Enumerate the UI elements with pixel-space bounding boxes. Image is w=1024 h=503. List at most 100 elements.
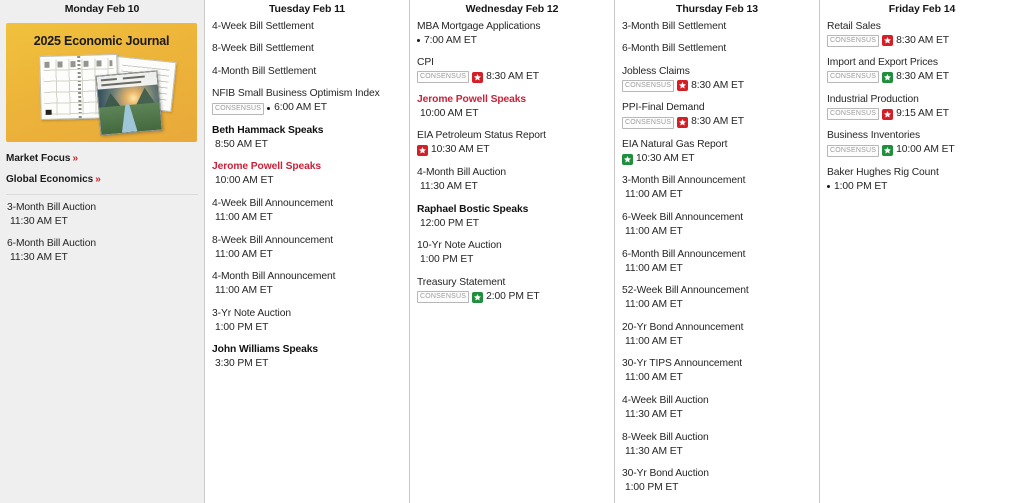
- calendar-event[interactable]: CPI CONSENSUS 8:30 AM ET: [416, 57, 609, 84]
- event-name[interactable]: EIA Petroleum Status Report: [417, 130, 546, 142]
- event-name[interactable]: 6-Month Bill Settlement: [622, 43, 727, 55]
- event-name[interactable]: 30-Yr TIPS Announcement: [622, 358, 743, 370]
- event-name[interactable]: 4-Week Bill Settlement: [212, 20, 314, 32]
- calendar-event[interactable]: Jerome Powell Speaks 10:00 AM ET: [416, 94, 609, 121]
- calendar-event[interactable]: MBA Mortgage Applications 7:00 AM ET: [416, 21, 609, 48]
- event-name[interactable]: PPI-Final Demand: [622, 102, 705, 114]
- star-badge-red-icon[interactable]: [677, 117, 689, 129]
- event-name[interactable]: EIA Natural Gas Report: [622, 138, 728, 150]
- star-badge-green-icon[interactable]: [622, 153, 633, 165]
- calendar-event[interactable]: Raphael Bostic Speaks 12:00 PM ET: [416, 204, 609, 231]
- calendar-event[interactable]: NFIB Small Business Optimism Index CONSEN…: [211, 88, 404, 115]
- event-name[interactable]: 30-Yr Bond Auction: [622, 468, 709, 480]
- calendar-event[interactable]: 4-Month Bill Auction 11:30 AM ET: [416, 167, 609, 194]
- calendar-event[interactable]: 8-Week Bill Settlement: [211, 43, 404, 56]
- calendar-event[interactable]: Jerome Powell Speaks 10:00 AM ET: [211, 161, 404, 188]
- event-name[interactable]: Business Inventories: [827, 130, 921, 142]
- event-name[interactable]: Beth Hammack Speaks: [212, 124, 324, 136]
- event-name[interactable]: 52-Week Bill Announcement: [622, 285, 749, 297]
- calendar-event[interactable]: Jobless Claims CONSENSUS 8:30 AM ET: [621, 66, 814, 93]
- star-badge-red-icon[interactable]: [882, 35, 894, 47]
- calendar-event[interactable]: 10-Yr Note Auction 1:00 PM ET: [416, 240, 609, 267]
- calendar-event[interactable]: EIA Natural Gas Report 10:30 AM ET: [621, 139, 814, 166]
- event-name[interactable]: 8-Week Bill Announcement: [212, 234, 334, 246]
- star-badge-red-icon[interactable]: [677, 80, 689, 92]
- calendar-event[interactable]: 3-Month Bill Settlement: [621, 21, 814, 34]
- star-badge-red-icon[interactable]: [882, 108, 894, 120]
- consensus-badge[interactable]: CONSENSUS: [827, 34, 880, 47]
- event-name[interactable]: 4-Week Bill Announcement: [212, 197, 334, 209]
- calendar-event[interactable]: 30-Yr TIPS Announcement 11:00 AM ET: [621, 358, 814, 385]
- event-name[interactable]: 3-Month Bill Auction: [7, 201, 97, 213]
- consensus-badge[interactable]: CONSENSUS: [212, 102, 265, 115]
- star-badge-green-icon[interactable]: [882, 71, 894, 83]
- calendar-event[interactable]: John Williams Speaks 3:30 PM ET: [211, 344, 404, 371]
- event-name[interactable]: 8-Week Bill Settlement: [212, 43, 314, 55]
- event-name[interactable]: 3-Month Bill Announcement: [622, 175, 746, 187]
- section-link-global-economics[interactable]: Global Economics»: [6, 169, 198, 190]
- event-name[interactable]: Industrial Production: [827, 93, 919, 105]
- consensus-badge[interactable]: CONSENSUS: [827, 144, 880, 157]
- calendar-event[interactable]: Business Inventories CONSENSUS 10:00 AM ET: [826, 130, 1019, 157]
- calendar-event[interactable]: 20-Yr Bond Announcement 11:00 AM ET: [621, 322, 814, 349]
- star-badge-green-icon[interactable]: [882, 145, 894, 157]
- promo-banner[interactable]: 2025 Economic Journal: [6, 22, 197, 142]
- calendar-event[interactable]: EIA Petroleum Status Report 10:30 AM ET: [416, 130, 609, 157]
- calendar-event[interactable]: 3-Yr Note Auction 1:00 PM ET: [211, 308, 404, 335]
- calendar-event[interactable]: 6-Month Bill Auction 11:30 AM ET: [6, 238, 199, 265]
- consensus-badge[interactable]: CONSENSUS: [622, 79, 675, 92]
- event-name[interactable]: Baker Hughes Rig Count: [827, 166, 939, 178]
- calendar-event[interactable]: Import and Export Prices CONSENSUS 8:30 AM…: [826, 57, 1019, 84]
- consensus-badge[interactable]: CONSENSUS: [622, 116, 675, 129]
- calendar-event[interactable]: 4-Week Bill Announcement 11:00 AM ET: [211, 198, 404, 225]
- calendar-event[interactable]: 3-Month Bill Announcement 11:00 AM ET: [621, 175, 814, 202]
- consensus-badge[interactable]: CONSENSUS: [827, 71, 880, 84]
- event-name[interactable]: Import and Export Prices: [827, 57, 938, 69]
- event-name[interactable]: 4-Week Bill Auction: [622, 394, 709, 406]
- event-name[interactable]: 10-Yr Note Auction: [417, 240, 502, 252]
- calendar-event[interactable]: 8-Week Bill Announcement 11:00 AM ET: [211, 235, 404, 262]
- event-name[interactable]: John Williams Speaks: [212, 344, 319, 356]
- event-name[interactable]: Retail Sales: [827, 20, 881, 32]
- star-badge-green-icon[interactable]: [472, 291, 484, 303]
- calendar-event[interactable]: 4-Month Bill Settlement: [211, 66, 404, 79]
- event-name[interactable]: NFIB Small Business Optimism Index: [212, 88, 380, 100]
- event-name[interactable]: Jerome Powell Speaks: [417, 93, 527, 105]
- event-name[interactable]: CPI: [417, 57, 434, 69]
- event-name[interactable]: 6-Week Bill Announcement: [622, 212, 744, 224]
- section-link-market-focus[interactable]: Market Focus»: [6, 148, 198, 169]
- event-name[interactable]: 6-Month Bill Auction: [7, 238, 97, 250]
- consensus-badge[interactable]: CONSENSUS: [417, 71, 470, 84]
- consensus-badge[interactable]: CONSENSUS: [417, 291, 470, 304]
- calendar-event[interactable]: Treasury Statement CONSENSUS 2:00 PM ET: [416, 277, 609, 304]
- star-badge-red-icon[interactable]: [472, 71, 484, 83]
- event-name[interactable]: 4-Month Bill Settlement: [212, 65, 317, 77]
- calendar-event[interactable]: 4-Week Bill Settlement: [211, 21, 404, 34]
- calendar-event[interactable]: Beth Hammack Speaks 8:50 AM ET: [211, 125, 404, 152]
- calendar-event[interactable]: Baker Hughes Rig Count 1:00 PM ET: [826, 167, 1019, 194]
- calendar-event[interactable]: 3-Month Bill Auction 11:30 AM ET: [6, 202, 199, 229]
- consensus-badge[interactable]: CONSENSUS: [827, 108, 880, 121]
- calendar-event[interactable]: Industrial Production CONSENSUS 9:15 AM ET: [826, 94, 1019, 121]
- event-name[interactable]: Raphael Bostic Speaks: [417, 203, 529, 215]
- event-name[interactable]: 6-Month Bill Announcement: [622, 248, 746, 260]
- calendar-event[interactable]: 8-Week Bill Auction 11:30 AM ET: [621, 432, 814, 459]
- event-name[interactable]: MBA Mortgage Applications: [417, 20, 541, 32]
- event-name[interactable]: 8-Week Bill Auction: [622, 431, 709, 443]
- event-name[interactable]: Jobless Claims: [622, 65, 690, 77]
- calendar-event[interactable]: Retail Sales CONSENSUS 8:30 AM ET: [826, 21, 1019, 48]
- calendar-event[interactable]: PPI-Final Demand CONSENSUS 8:30 AM ET: [621, 102, 814, 129]
- event-name[interactable]: Treasury Statement: [417, 276, 506, 288]
- calendar-event[interactable]: 6-Month Bill Settlement: [621, 43, 814, 56]
- calendar-event[interactable]: 6-Month Bill Announcement 11:00 AM ET: [621, 249, 814, 276]
- calendar-event[interactable]: 30-Yr Bond Auction 1:00 PM ET: [621, 468, 814, 495]
- calendar-event[interactable]: 4-Month Bill Announcement 11:00 AM ET: [211, 271, 404, 298]
- star-badge-red-icon[interactable]: [417, 145, 428, 157]
- event-name[interactable]: 3-Month Bill Settlement: [622, 20, 727, 32]
- calendar-event[interactable]: 6-Week Bill Announcement 11:00 AM ET: [621, 212, 814, 239]
- event-name[interactable]: Jerome Powell Speaks: [212, 161, 322, 173]
- event-name[interactable]: 4-Month Bill Auction: [417, 166, 507, 178]
- event-name[interactable]: 3-Yr Note Auction: [212, 307, 292, 319]
- calendar-event[interactable]: 4-Week Bill Auction 11:30 AM ET: [621, 395, 814, 422]
- event-name[interactable]: 4-Month Bill Announcement: [212, 271, 336, 283]
